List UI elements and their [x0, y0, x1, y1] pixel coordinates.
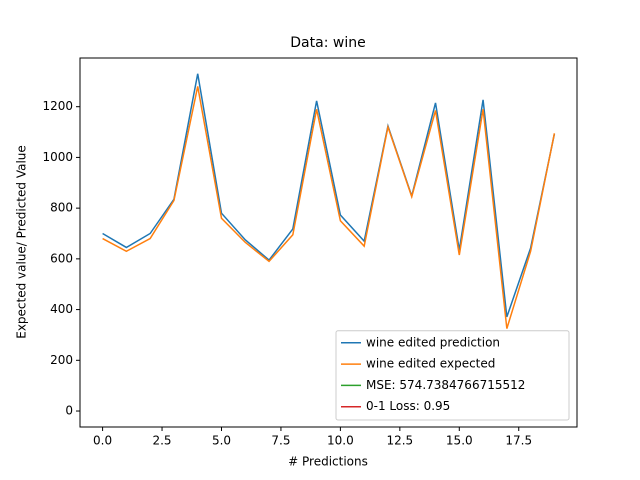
- y-tick-label: 600: [50, 251, 73, 265]
- legend-box: [335, 330, 570, 421]
- line: [102, 86, 556, 329]
- x-tick-label: 15.0: [446, 434, 473, 448]
- x-tick-label: 12.5: [386, 434, 413, 448]
- legend-label: wine edited prediction: [366, 335, 500, 349]
- y-tick-label: 800: [50, 201, 73, 215]
- y-tick-label: 1000: [42, 150, 73, 164]
- y-axis-label: Expected value/ Predicted Value: [15, 145, 29, 339]
- y-tick-label: 400: [50, 302, 73, 316]
- x-tick-label: 2.5: [152, 434, 171, 448]
- x-tick-label: 10.0: [327, 434, 354, 448]
- plot-frame: [79, 57, 578, 428]
- y-tick-label: 0: [65, 404, 73, 418]
- y-tick-label: 200: [50, 353, 73, 367]
- x-tick-label: 7.5: [271, 434, 290, 448]
- legend-label: MSE: 574.7384766715512: [366, 378, 525, 392]
- legend-label: 0-1 Loss: 0.95: [366, 399, 450, 413]
- x-tick-label: 0.0: [93, 434, 112, 448]
- chart-title: Data: wine: [290, 35, 365, 51]
- legend-label: wine edited expected: [366, 357, 495, 371]
- x-tick-label: 5.0: [212, 434, 231, 448]
- x-axis-label: # Predictions: [288, 455, 368, 469]
- y-tick-label: 1200: [42, 99, 73, 113]
- x-tick-label: 17.5: [505, 434, 532, 448]
